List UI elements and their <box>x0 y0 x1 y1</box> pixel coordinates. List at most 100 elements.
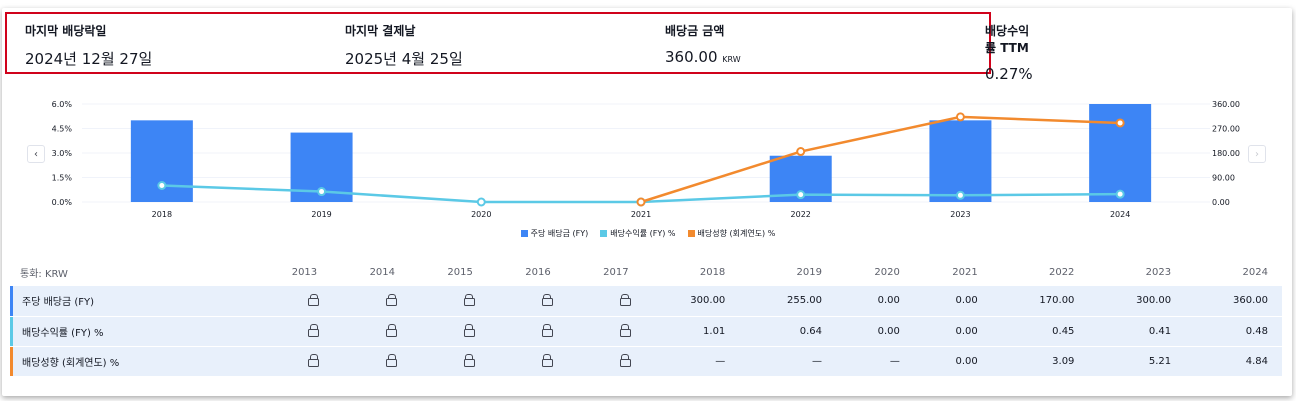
x-tick-label: 2022 <box>791 210 811 219</box>
locked-cell[interactable] <box>486 316 565 347</box>
summary-label: 배당수익률 TTM <box>985 24 1030 55</box>
summary-dividend-amount: 배당금 금액 360.00 KRW <box>665 22 741 66</box>
year-header: 2015 <box>447 266 473 278</box>
value-cell: 170.00 <box>991 286 1089 317</box>
value-cell: 4.84 <box>1185 346 1282 377</box>
table-row: 배당수익률 (FY) % 1.01 0.64 0.00 0.00 0.45 0.41 0.48 <box>10 316 1282 347</box>
lock-icon[interactable] <box>308 293 320 307</box>
lock-icon[interactable] <box>541 324 553 337</box>
value-cell: 0.00 <box>913 346 992 377</box>
right-tick-label: 0.00 <box>1212 198 1230 207</box>
year-header: 2016 <box>525 266 551 278</box>
dividend-bar <box>929 120 992 202</box>
lock-icon[interactable] <box>463 354 475 367</box>
value-cell: 0.00 <box>913 286 992 317</box>
locked-cell[interactable] <box>564 286 643 317</box>
series-lines <box>157 112 1125 207</box>
value-cell: 0.41 <box>1088 316 1186 347</box>
data-point <box>317 187 327 197</box>
value-cell: — <box>836 346 914 377</box>
left-tick-label: 3.0% <box>52 149 73 158</box>
legend-item[interactable]: 주당 배당금 (FY) <box>520 228 588 239</box>
value-cell: 0.64 <box>739 316 836 347</box>
lock-icon[interactable] <box>386 324 398 337</box>
left-tick-label: 6.0% <box>52 100 73 109</box>
locked-cell[interactable] <box>564 346 643 377</box>
summary-dividend-yield: 배당수익률 TTM 0.27% <box>985 22 1033 83</box>
legend-label: 배당수익률 (FY) % <box>610 229 676 238</box>
chevron-left-icon[interactable]: ‹ <box>27 145 45 163</box>
value-cell: — <box>642 346 740 377</box>
value-cell: 3.09 <box>991 346 1089 377</box>
locked-cell[interactable] <box>331 286 410 317</box>
locked-cell[interactable] <box>331 346 410 377</box>
legend-item[interactable]: 배당성향 (회계연도) % <box>687 228 775 239</box>
right-tick-label: 90.00 <box>1212 174 1235 183</box>
dividend-chart: 6.0% 4.5% 3.0% 1.5% 0.0% 360.00 270.00 180.00 9… <box>52 100 1240 219</box>
right-axis-ticks: 360.00 270.00 180.00 90.00 0.00 <box>1212 100 1240 207</box>
locked-cell[interactable] <box>253 286 332 317</box>
left-axis-ticks: 6.0% 4.5% 3.0% 1.5% 0.0% <box>52 100 73 207</box>
summary-label: 마지막 배당락일 <box>25 24 107 38</box>
value-cell: 0.48 <box>1185 316 1282 347</box>
lock-icon[interactable] <box>619 324 631 337</box>
value-cell: 0.00 <box>913 316 992 347</box>
value-cell: — <box>739 346 836 377</box>
year-header: 2024 <box>1242 266 1268 278</box>
right-tick-label: 360.00 <box>1212 100 1240 109</box>
row-color-indicator <box>10 346 13 376</box>
locked-cell[interactable] <box>331 316 410 347</box>
lock-icon[interactable] <box>308 354 320 367</box>
year-header: 2023 <box>1145 266 1172 278</box>
locked-cell[interactable] <box>409 286 487 317</box>
summary-payment-date: 마지막 결제날 2025년 4월 25일 <box>345 22 463 69</box>
dividend-summary: 마지막 배당락일 2024년 12월 27일 마지막 결제날 2025년 4월 … <box>5 12 1033 83</box>
lock-icon[interactable] <box>386 354 398 367</box>
locked-cell[interactable] <box>564 316 643 347</box>
data-point <box>796 147 806 157</box>
lock-icon[interactable] <box>619 354 631 367</box>
value-cell: 0.00 <box>836 286 914 317</box>
locked-cell[interactable] <box>409 346 487 377</box>
lock-icon[interactable] <box>308 324 320 337</box>
locked-cell[interactable] <box>486 286 565 317</box>
locked-cell[interactable] <box>486 346 565 377</box>
value-cell: 5.21 <box>1088 346 1186 377</box>
year-header: 2020 <box>874 266 900 278</box>
left-tick-label: 4.5% <box>52 125 73 134</box>
year-header: 2014 <box>369 266 396 278</box>
data-point <box>476 197 486 207</box>
lock-icon[interactable] <box>541 354 553 367</box>
x-axis-ticks: 2018 2019 2020 2021 2022 2023 2024 <box>152 210 1131 219</box>
locked-cell[interactable] <box>409 316 487 347</box>
locked-cell[interactable] <box>253 346 332 377</box>
year-header: 2021 <box>952 266 978 278</box>
chevron-right-icon[interactable]: › <box>1248 145 1266 163</box>
right-tick-label: 180.00 <box>1212 149 1240 158</box>
row-label-text: 배당성향 (회계연도) % <box>22 357 120 369</box>
row-label: 배당수익률 (FY) % <box>10 316 254 347</box>
data-point <box>1115 189 1125 199</box>
summary-label: 마지막 결제날 <box>345 24 416 38</box>
legend-item[interactable]: 배당수익률 (FY) % <box>600 228 676 239</box>
summary-value: 2024년 12월 27일 <box>25 50 153 68</box>
lock-icon[interactable] <box>541 293 553 307</box>
currency-unit: KRW <box>722 55 741 64</box>
lock-icon[interactable] <box>463 293 475 307</box>
value-cell: 255.00 <box>739 286 836 317</box>
lock-icon[interactable] <box>619 293 631 307</box>
summary-value: 360.00 KRW <box>665 48 741 66</box>
series-line <box>640 115 1121 204</box>
summary-value: 2025년 4월 25일 <box>345 50 463 68</box>
row-color-indicator <box>10 286 13 316</box>
value-cell: 360.00 <box>1185 286 1282 317</box>
chart-legend: 주당 배당금 (FY) 배당수익률 (FY) % 배당성향 (회계연도) % <box>0 228 1296 239</box>
locked-cell[interactable] <box>253 316 332 347</box>
legend-swatch <box>520 230 528 237</box>
data-point <box>636 197 646 207</box>
summary-ex-dividend-date: 마지막 배당락일 2024년 12월 27일 <box>25 22 152 69</box>
lock-icon[interactable] <box>463 324 475 337</box>
lock-icon[interactable] <box>386 293 398 307</box>
amount-value: 360.00 <box>665 48 718 66</box>
dividend-table: 통화: KRW 2013 2014 2015 2016 2017 2018 2019 2020… <box>10 258 1282 377</box>
